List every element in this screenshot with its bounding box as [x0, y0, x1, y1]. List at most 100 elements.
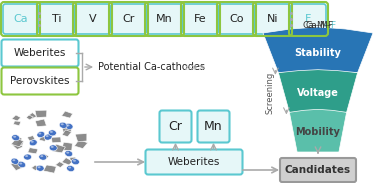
Ellipse shape	[67, 165, 74, 172]
Polygon shape	[48, 132, 56, 137]
Ellipse shape	[38, 166, 41, 168]
Polygon shape	[56, 162, 64, 168]
Ellipse shape	[31, 141, 34, 143]
Ellipse shape	[73, 160, 76, 162]
Polygon shape	[17, 141, 23, 145]
Polygon shape	[15, 137, 22, 142]
Text: Perovskites: Perovskites	[10, 76, 70, 86]
Polygon shape	[263, 27, 373, 73]
FancyBboxPatch shape	[2, 68, 79, 94]
Ellipse shape	[25, 155, 28, 157]
Ellipse shape	[61, 123, 64, 125]
FancyBboxPatch shape	[111, 4, 146, 34]
Ellipse shape	[48, 130, 56, 136]
FancyBboxPatch shape	[183, 4, 218, 34]
Polygon shape	[53, 144, 65, 153]
Text: Ni: Ni	[267, 14, 278, 24]
Polygon shape	[28, 148, 38, 154]
Ellipse shape	[59, 122, 67, 128]
Text: Mn: Mn	[156, 14, 173, 24]
Polygon shape	[27, 136, 35, 141]
Text: Ca: Ca	[13, 14, 28, 24]
Text: Ca-M-: Ca-M-	[306, 21, 332, 30]
Polygon shape	[279, 70, 358, 112]
Ellipse shape	[37, 131, 45, 138]
Polygon shape	[27, 113, 37, 119]
Polygon shape	[31, 165, 40, 171]
Polygon shape	[62, 158, 73, 165]
Polygon shape	[290, 109, 347, 152]
Ellipse shape	[40, 155, 43, 157]
Polygon shape	[14, 121, 21, 126]
Text: Weberites: Weberites	[168, 157, 220, 167]
Polygon shape	[62, 128, 71, 133]
FancyBboxPatch shape	[255, 4, 290, 34]
Ellipse shape	[11, 158, 19, 164]
Ellipse shape	[38, 132, 41, 135]
Text: Ca-M-F: Ca-M-F	[302, 21, 333, 30]
Polygon shape	[39, 136, 47, 141]
Text: F: F	[330, 21, 335, 30]
Text: Candidates: Candidates	[285, 165, 351, 175]
Text: Fe: Fe	[194, 14, 207, 24]
Text: Co: Co	[229, 14, 244, 24]
FancyBboxPatch shape	[2, 40, 79, 66]
Ellipse shape	[29, 140, 37, 146]
Ellipse shape	[13, 136, 16, 138]
Polygon shape	[62, 111, 73, 118]
Text: Cr: Cr	[122, 14, 135, 24]
Ellipse shape	[44, 134, 52, 140]
Polygon shape	[12, 115, 21, 121]
Text: »»»: »»»	[184, 61, 207, 74]
Ellipse shape	[23, 154, 32, 160]
Ellipse shape	[12, 159, 15, 161]
FancyBboxPatch shape	[160, 111, 192, 143]
Text: Mobility: Mobility	[296, 127, 341, 137]
Text: Screening: Screening	[266, 71, 275, 114]
Polygon shape	[43, 165, 56, 173]
Ellipse shape	[50, 131, 53, 133]
Ellipse shape	[51, 146, 54, 148]
Polygon shape	[51, 137, 61, 143]
Ellipse shape	[46, 135, 49, 137]
Text: Stability: Stability	[294, 48, 341, 58]
Ellipse shape	[49, 145, 57, 151]
Ellipse shape	[18, 161, 26, 168]
Text: Voltage: Voltage	[297, 87, 339, 98]
Polygon shape	[35, 119, 46, 127]
Ellipse shape	[12, 135, 20, 141]
FancyBboxPatch shape	[280, 158, 356, 182]
Ellipse shape	[39, 154, 47, 160]
Polygon shape	[35, 110, 47, 117]
Polygon shape	[11, 161, 26, 171]
FancyBboxPatch shape	[39, 4, 74, 34]
Polygon shape	[12, 135, 20, 141]
Text: V: V	[89, 14, 96, 24]
Text: Weberites: Weberites	[14, 48, 66, 58]
Ellipse shape	[65, 151, 73, 157]
Polygon shape	[12, 143, 23, 150]
Text: Mn: Mn	[204, 120, 223, 133]
Ellipse shape	[66, 152, 69, 154]
Text: Potential Ca-cathodes: Potential Ca-cathodes	[98, 62, 205, 72]
FancyBboxPatch shape	[146, 150, 243, 175]
FancyBboxPatch shape	[219, 4, 254, 34]
Ellipse shape	[71, 159, 79, 165]
Ellipse shape	[19, 163, 22, 165]
Polygon shape	[39, 154, 49, 160]
Text: Cr: Cr	[169, 120, 183, 133]
Ellipse shape	[68, 167, 71, 169]
FancyBboxPatch shape	[291, 4, 326, 34]
Polygon shape	[74, 139, 88, 149]
Polygon shape	[75, 134, 87, 142]
Text: F: F	[305, 14, 312, 24]
Ellipse shape	[67, 124, 70, 126]
Polygon shape	[62, 142, 72, 150]
FancyBboxPatch shape	[75, 4, 110, 34]
Polygon shape	[11, 138, 23, 147]
FancyBboxPatch shape	[3, 4, 38, 34]
Polygon shape	[70, 157, 76, 161]
Ellipse shape	[65, 123, 73, 129]
FancyBboxPatch shape	[197, 111, 229, 143]
FancyBboxPatch shape	[147, 4, 182, 34]
